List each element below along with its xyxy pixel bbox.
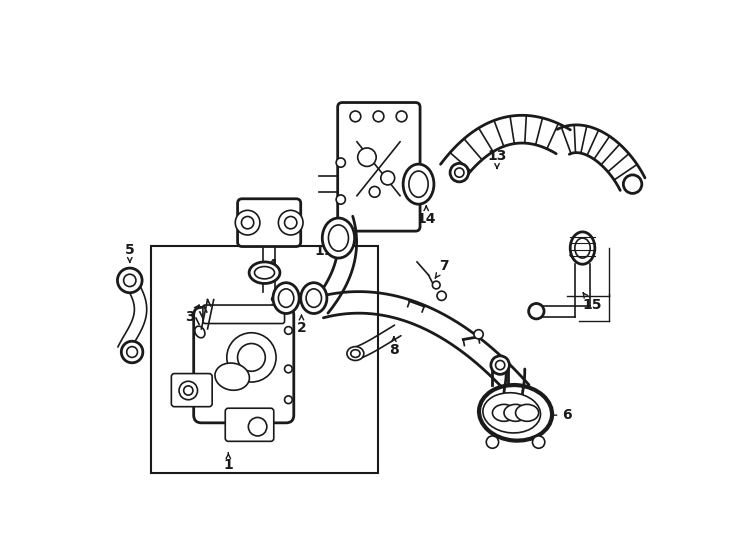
Circle shape (336, 195, 346, 204)
Circle shape (121, 341, 143, 363)
Ellipse shape (515, 404, 539, 421)
Circle shape (350, 111, 361, 122)
Text: 12: 12 (339, 103, 364, 120)
Circle shape (285, 365, 292, 373)
Circle shape (455, 168, 464, 177)
Text: 11: 11 (315, 241, 335, 258)
Ellipse shape (403, 164, 434, 204)
Circle shape (241, 217, 254, 229)
Ellipse shape (273, 283, 299, 314)
Circle shape (532, 436, 545, 448)
Circle shape (450, 164, 468, 182)
Circle shape (236, 210, 260, 235)
FancyBboxPatch shape (171, 374, 212, 407)
Circle shape (623, 175, 642, 193)
Circle shape (432, 281, 440, 289)
Ellipse shape (570, 232, 595, 264)
Circle shape (373, 111, 384, 122)
Circle shape (474, 330, 483, 339)
Ellipse shape (215, 363, 250, 390)
Text: 7: 7 (435, 259, 448, 278)
Text: 6: 6 (537, 408, 572, 422)
Ellipse shape (301, 283, 327, 314)
Circle shape (285, 217, 297, 229)
Circle shape (495, 361, 505, 370)
Circle shape (285, 327, 292, 334)
Circle shape (437, 291, 446, 300)
Ellipse shape (504, 404, 527, 421)
Text: 10: 10 (236, 206, 261, 220)
Text: 1: 1 (223, 453, 233, 472)
Circle shape (184, 386, 193, 395)
Text: 5: 5 (125, 242, 134, 262)
FancyBboxPatch shape (203, 305, 285, 323)
Ellipse shape (479, 385, 552, 441)
FancyBboxPatch shape (194, 307, 294, 423)
Circle shape (127, 347, 137, 357)
Ellipse shape (306, 289, 321, 307)
Text: 3: 3 (185, 305, 199, 325)
FancyBboxPatch shape (238, 199, 301, 247)
Circle shape (227, 333, 276, 382)
Text: 4: 4 (262, 258, 277, 272)
Circle shape (396, 111, 407, 122)
Ellipse shape (493, 404, 515, 421)
Circle shape (248, 417, 267, 436)
Circle shape (369, 186, 380, 197)
Ellipse shape (328, 225, 349, 251)
Ellipse shape (351, 350, 360, 357)
Circle shape (123, 274, 136, 287)
Text: 13: 13 (487, 148, 506, 168)
Text: 2: 2 (297, 315, 306, 335)
Bar (151, 246, 379, 473)
Ellipse shape (278, 289, 294, 307)
Circle shape (336, 158, 346, 167)
Text: 14: 14 (416, 206, 436, 226)
Text: 8: 8 (389, 337, 399, 357)
Circle shape (528, 303, 544, 319)
FancyBboxPatch shape (225, 408, 274, 441)
Ellipse shape (255, 267, 275, 279)
Circle shape (278, 210, 303, 235)
Circle shape (491, 356, 509, 374)
Text: 16: 16 (570, 237, 590, 255)
Ellipse shape (322, 218, 355, 258)
Circle shape (381, 171, 395, 185)
Text: 9: 9 (269, 295, 285, 309)
Ellipse shape (195, 326, 205, 338)
Circle shape (285, 396, 292, 403)
Ellipse shape (409, 171, 428, 197)
Ellipse shape (483, 393, 540, 433)
Circle shape (179, 381, 197, 400)
Circle shape (238, 343, 265, 372)
Ellipse shape (347, 347, 364, 361)
Ellipse shape (249, 262, 280, 284)
Circle shape (117, 268, 142, 293)
Ellipse shape (575, 238, 590, 258)
FancyBboxPatch shape (338, 103, 420, 231)
Text: 15: 15 (582, 293, 602, 312)
Circle shape (487, 436, 498, 448)
Circle shape (357, 148, 376, 166)
